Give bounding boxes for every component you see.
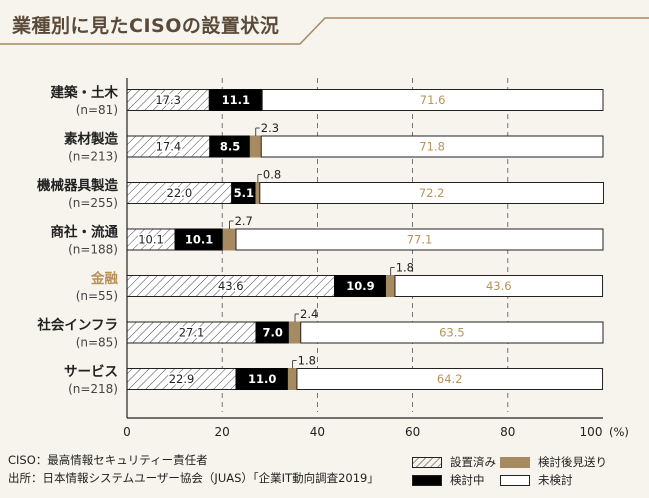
- data-label: 7.0: [262, 326, 282, 340]
- data-label: 43.6: [218, 279, 244, 293]
- legend-swatch-considering: [412, 474, 442, 486]
- n-label: (n=188): [68, 243, 118, 257]
- data-label: 71.8: [419, 140, 445, 154]
- data-label: 0.8: [263, 168, 281, 182]
- x-axis: 0 20 40 60 80 100 (%): [123, 78, 629, 439]
- data-label: 17.3: [155, 93, 181, 107]
- data-label: 72.2: [419, 186, 445, 200]
- legend-item-considering: 検討中: [412, 472, 485, 488]
- n-label: (n=55): [76, 289, 118, 303]
- n-label: (n=81): [76, 103, 118, 117]
- data-label: 77.1: [407, 233, 433, 247]
- data-label: 2.4: [300, 307, 318, 321]
- x-tick-label: 60: [405, 425, 420, 439]
- bars: 17.3 11.1 71.6 17.4 8.5 2.3 71.8 22.0 5.1 0.8 72.2…: [126, 89, 604, 390]
- bar-segment: [259, 182, 604, 204]
- x-tick-label: 80: [500, 425, 515, 439]
- data-label: 8.5: [220, 140, 240, 154]
- n-label: (n=255): [68, 196, 118, 210]
- legend-label-installed: 設置済み: [450, 455, 496, 469]
- legend-item-installed: 設置済み: [412, 454, 496, 470]
- legend-label-considering: 検討中: [450, 473, 485, 487]
- data-label: 5.1: [234, 186, 254, 200]
- title-banner: 業種別に見たCISOの設置状況: [0, 0, 649, 48]
- bar-segment: [249, 135, 262, 158]
- data-label: 1.8: [298, 354, 316, 368]
- data-label: 43.6: [486, 279, 512, 293]
- category-label: 建築・土木: [50, 84, 119, 101]
- category-label: 金融: [90, 270, 118, 287]
- bar-segment: [394, 275, 604, 297]
- data-label: 17.4: [156, 140, 182, 154]
- note-definition: CISO：最高情報セキュリティー責任者: [8, 453, 208, 467]
- legend-label-not-considered: 未検討: [538, 473, 573, 487]
- category-label: 社会インフラ: [36, 317, 118, 334]
- data-label: 10.1: [185, 233, 213, 247]
- bar-segment: [260, 135, 604, 158]
- data-label: 27.1: [179, 326, 205, 340]
- bar-segment: [300, 321, 604, 344]
- category-label: 素材製造: [64, 131, 118, 148]
- category-label: 機械器具製造: [37, 177, 118, 194]
- data-label: 1.8: [396, 261, 414, 275]
- data-label: 11.0: [248, 372, 276, 386]
- n-label: (n=85): [76, 336, 118, 350]
- bar-segment: [261, 89, 604, 111]
- data-label: 22.9: [169, 372, 195, 386]
- bar-segment: [235, 228, 604, 251]
- title-underline: [0, 17, 649, 45]
- note-source: 出所：日本情報システムユーザー協会（JUAS）「企業IT動向調査2019」: [8, 471, 379, 485]
- data-label: 64.2: [437, 372, 463, 386]
- legend-swatch-installed: [412, 456, 442, 468]
- n-label: (n=213): [68, 150, 118, 164]
- data-label: 71.6: [420, 93, 446, 107]
- bar-segment: [288, 321, 302, 344]
- legend-swatch-postponed: [500, 456, 530, 468]
- bar-segment: [296, 368, 604, 390]
- category-label: サービス: [64, 364, 118, 380]
- n-label: (n=218): [68, 382, 118, 396]
- data-label: 22.0: [167, 186, 193, 200]
- bar-segment: [255, 182, 261, 204]
- data-label: 2.7: [235, 214, 253, 228]
- legend-swatch-not-considered: [500, 474, 530, 486]
- bar-segment: [222, 228, 237, 251]
- bar-segment: [287, 368, 298, 390]
- x-tick-label: 0: [123, 425, 131, 439]
- x-tick-label: 40: [310, 425, 325, 439]
- x-axis-unit: (%): [609, 425, 629, 439]
- bar-segment: [385, 275, 396, 297]
- data-label: 63.5: [439, 326, 465, 340]
- x-tick-label: 100: [580, 425, 603, 439]
- chart-title: 業種別に見たCISOの設置状況: [12, 15, 280, 37]
- legend-item-postponed: 検討後見送り: [500, 454, 607, 470]
- stacked-bar-chart: 17.3 11.1 71.6 17.4 8.5 2.3 71.8 22.0 5.1 0.8 72.2…: [36, 78, 629, 439]
- data-label: 11.1: [222, 93, 250, 107]
- category-labels: 建築・土木 (n=81) 素材製造 (n=213) 機械器具製造 (n=255) 商社・流通…: [36, 84, 118, 396]
- category-label: 商社・流通: [51, 224, 119, 241]
- data-label: 10.9: [346, 279, 374, 293]
- data-label: 2.3: [261, 121, 279, 135]
- legend-item-not-considered: 未検討: [500, 472, 573, 488]
- x-tick-label: 20: [215, 425, 230, 439]
- legend-label-postponed: 検討後見送り: [538, 455, 607, 469]
- data-label: 10.1: [138, 233, 164, 247]
